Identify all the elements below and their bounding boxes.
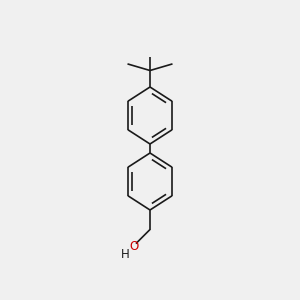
- Text: H: H: [121, 248, 130, 261]
- Text: O: O: [129, 239, 138, 253]
